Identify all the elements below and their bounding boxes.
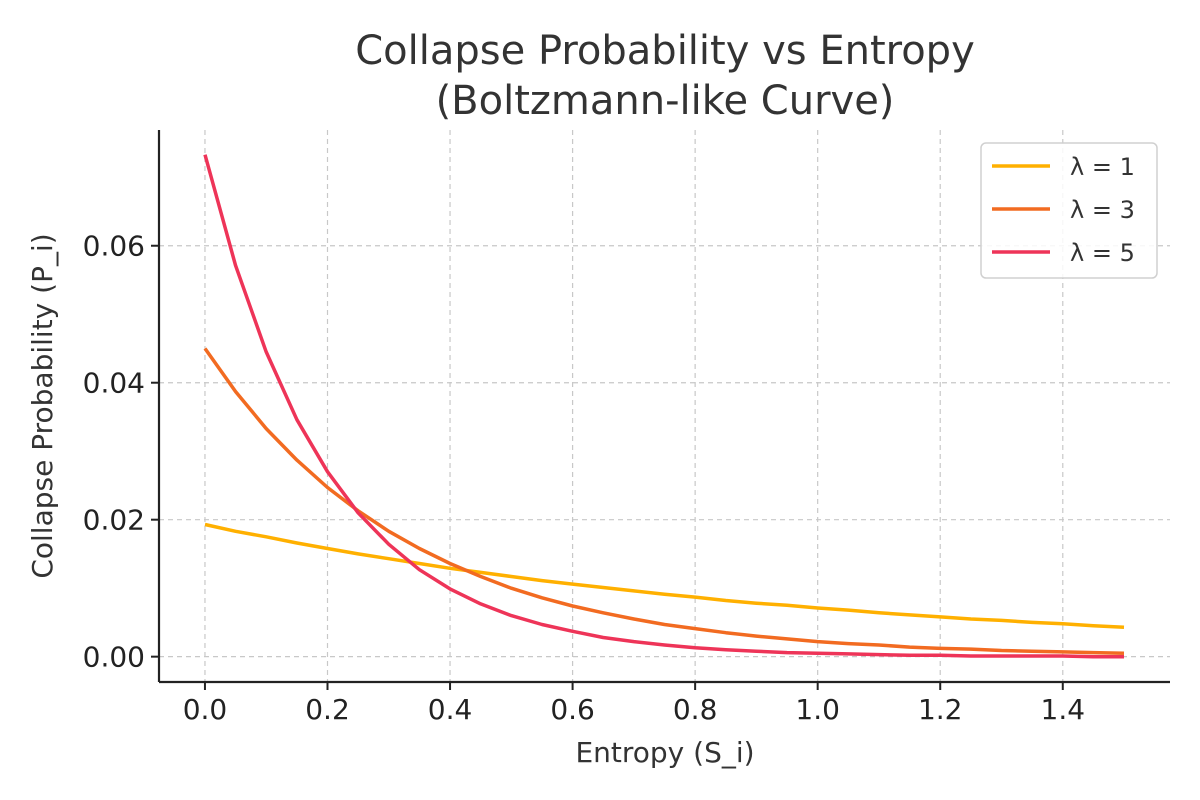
grid — [159, 130, 1170, 682]
series-line-1 — [204, 522, 1125, 629]
y-axis-label: Collapse Probability (P_i) — [26, 233, 59, 578]
y-tick-label: 0.04 — [83, 367, 145, 400]
x-tick-label: 0.8 — [673, 693, 718, 726]
series-line-2 — [203, 347, 1125, 655]
x-tick-label: 0.4 — [428, 693, 473, 726]
chart-title-line-1: Collapse Probability vs Entropy — [355, 28, 975, 74]
x-tick-label: 1.2 — [918, 693, 963, 726]
chart-title-line-2: (Boltzmann-like Curve) — [436, 78, 895, 124]
x-tick-label: 0.6 — [550, 693, 595, 726]
y-tick-label: 0.02 — [83, 504, 145, 537]
x-tick-label: 1.4 — [1041, 693, 1086, 726]
x-tick-label: 1.0 — [795, 693, 840, 726]
legend-frame — [980, 142, 1158, 279]
series-lines — [203, 154, 1125, 659]
legend-label: λ = 5 — [1070, 239, 1135, 267]
x-tick-label: 0.0 — [183, 693, 228, 726]
legend-label: λ = 1 — [1070, 153, 1135, 181]
legend: λ = 1 λ = 3 λ = 5 — [980, 142, 1158, 279]
y-tick-label: 0.00 — [83, 641, 145, 674]
series-line-3 — [203, 154, 1124, 659]
axis-ticks: 0.0 0.2 0.4 0.6 0.8 1.0 1.2 1.4 0.00 0.02 0.04 0.06 — [83, 230, 1085, 726]
x-axis-label: Entropy (S_i) — [575, 736, 754, 769]
y-tick-label: 0.06 — [83, 230, 145, 263]
legend-label: λ = 3 — [1070, 196, 1135, 224]
x-tick-label: 0.2 — [305, 693, 350, 726]
